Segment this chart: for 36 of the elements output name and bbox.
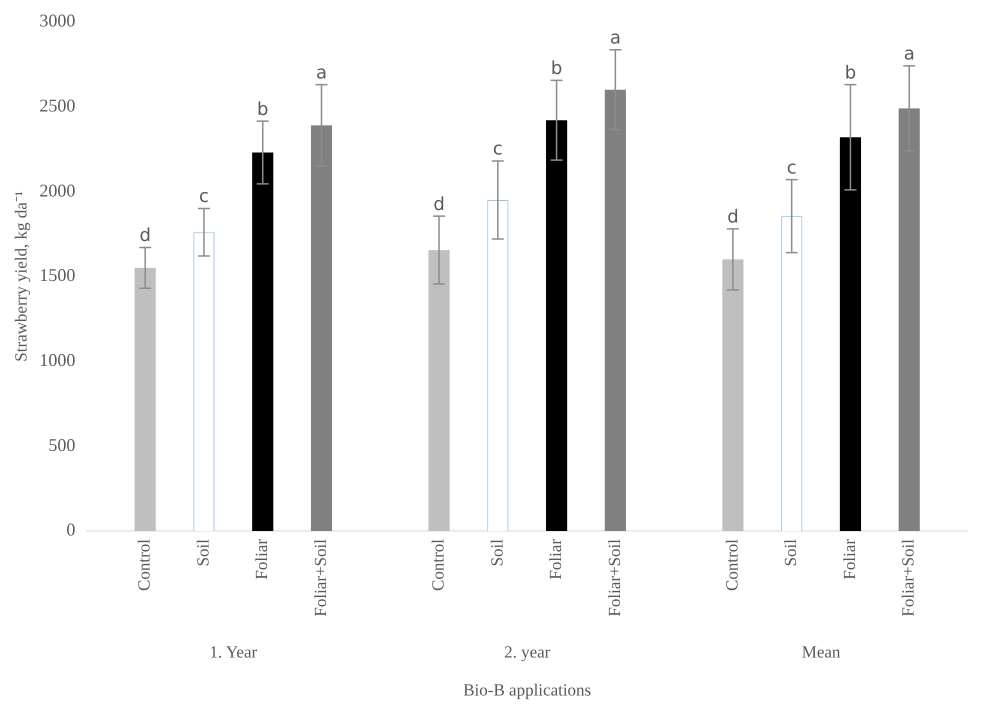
text: Foliar+Soil [898,539,918,617]
y-tick-label: 3000 [39,10,76,31]
data-label: d [727,206,739,228]
x-tick-label: 2. year [504,642,551,662]
text: Foliar+Soil [310,538,330,617]
y-tick-label: 1500 [39,265,76,286]
text: Foliar [252,538,272,580]
y-tick-label: 2000 [39,180,76,200]
y-tick-label: 2500 [39,95,76,116]
data-label: d [139,225,151,246]
data-label: b [844,62,856,84]
y-tick-label: 1000 [39,350,76,370]
data-label: b [257,98,268,120]
text: Soil [487,539,506,566]
text: Foliar [840,539,859,580]
data-label: a [904,44,915,65]
x-axis-title: Bio-B applications [463,680,592,700]
x-tick-label: Mean [802,642,841,662]
data-label: a [316,62,328,84]
data-label: b [550,58,562,80]
y-axis-title: Strawberry yield, kg da⁻¹ [12,191,31,362]
y-tick-label: 0 [66,520,76,540]
y-tick-label: 500 [48,434,76,455]
text: Foliar [546,539,566,580]
text: Control [428,539,448,591]
text: Foliar+Soil [604,539,624,617]
data-label: a [610,27,621,48]
data-label: c [786,157,797,178]
text: Control [134,538,154,591]
x-tick-label: 1. Year [209,642,258,662]
data-label: c [492,138,503,160]
text: Control [722,539,742,591]
text: Soil [781,539,800,566]
data-label: d [433,194,445,215]
text: Soil [193,538,212,566]
data-label: c [198,186,209,208]
